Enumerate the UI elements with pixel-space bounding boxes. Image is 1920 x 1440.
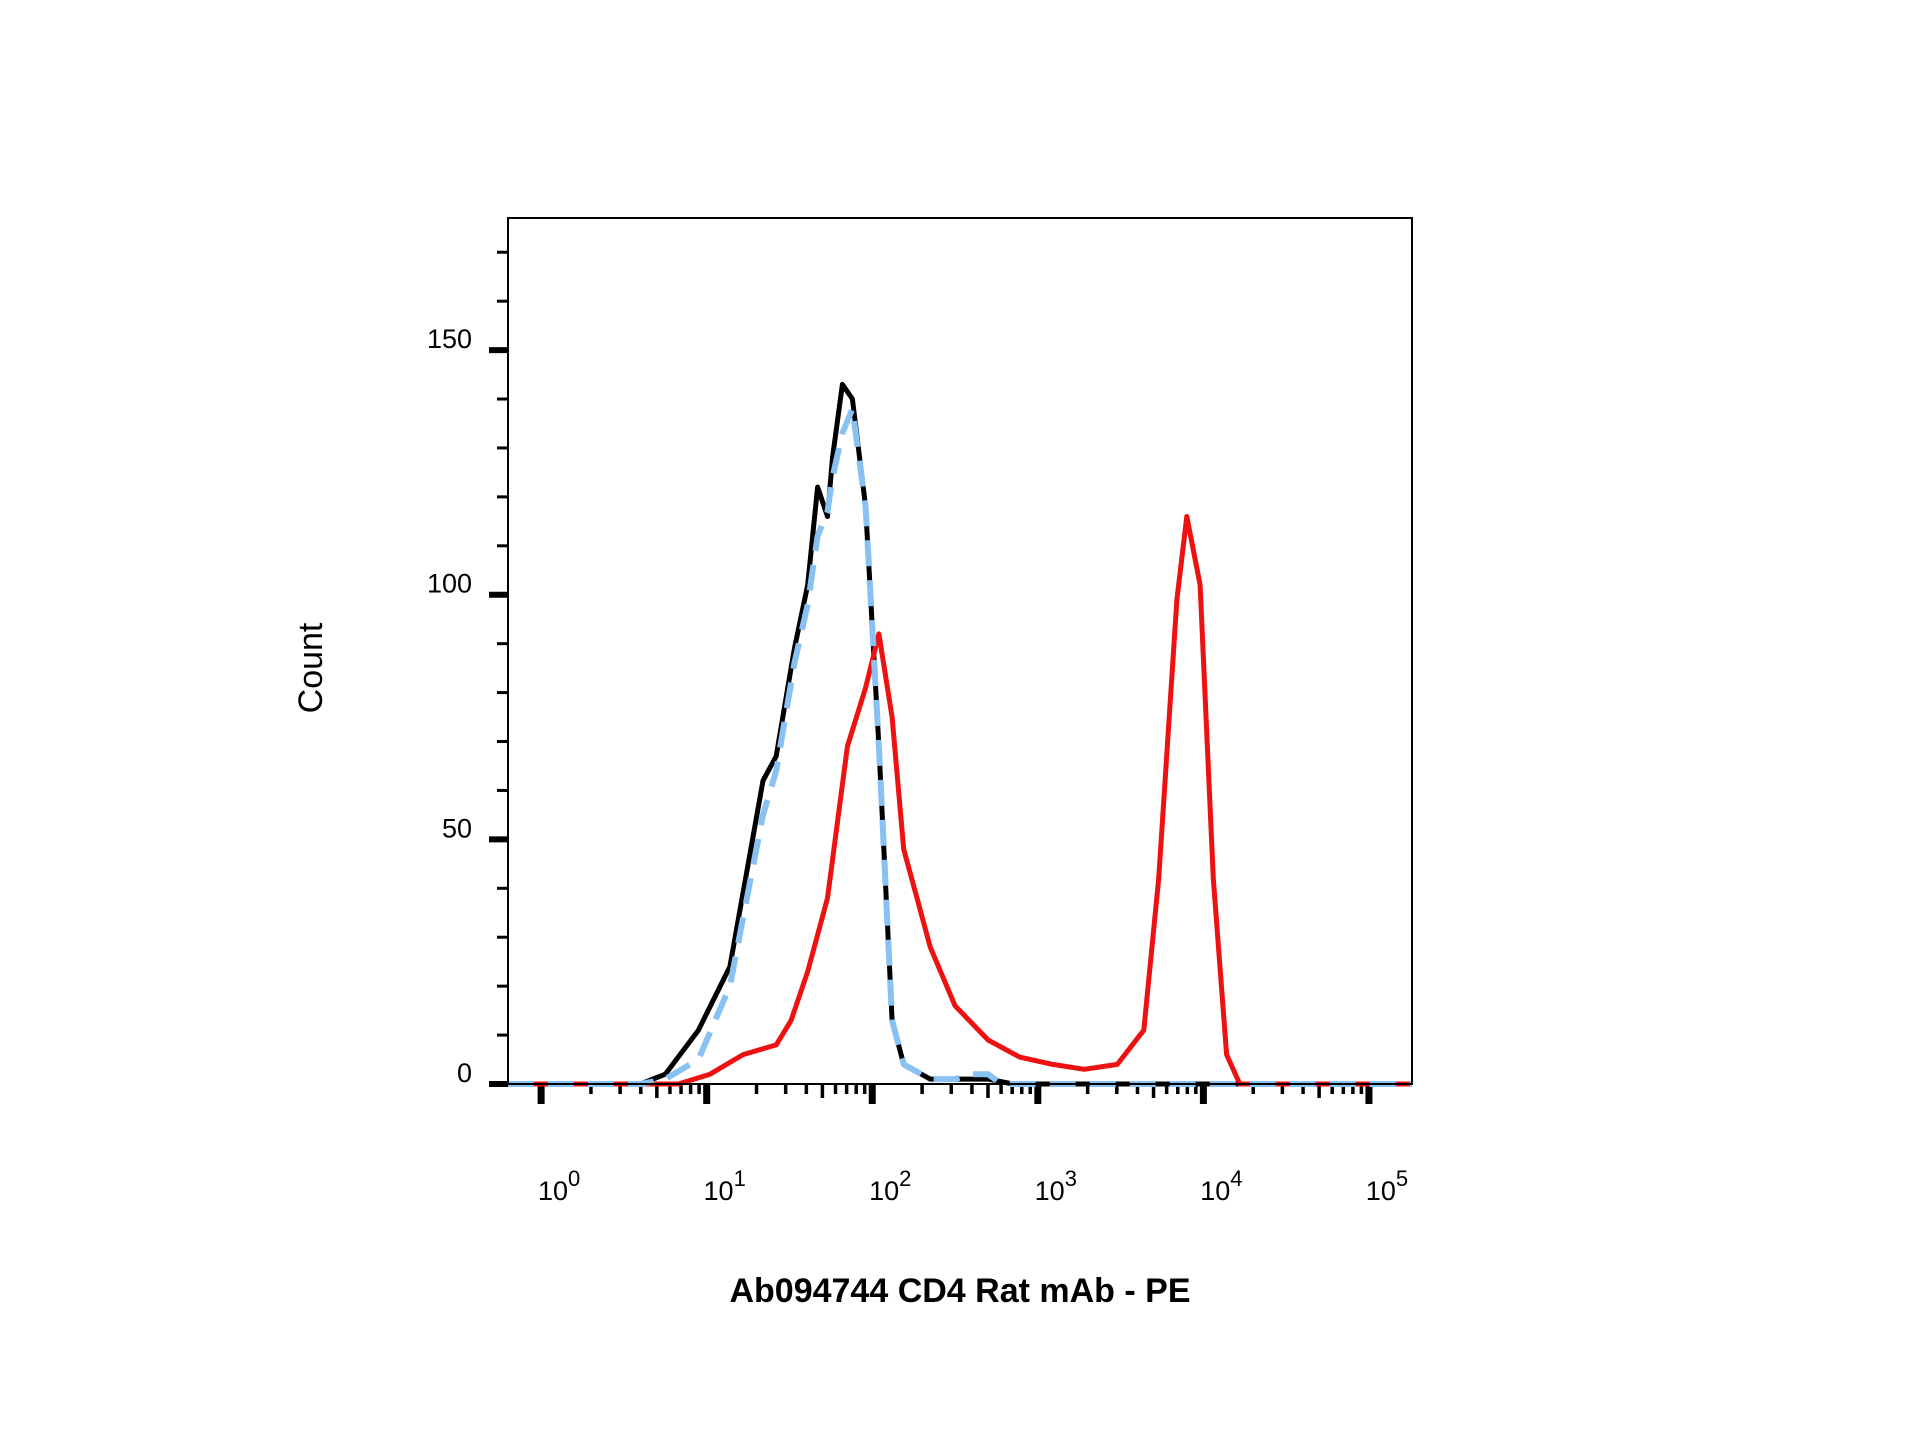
x-tick-exponent: 1	[734, 1166, 746, 1191]
x-tick-exponent: 3	[1065, 1166, 1077, 1191]
x-axis-title: Ab094744 CD4 Rat mAb - PE	[729, 1272, 1190, 1310]
plot-frame	[507, 217, 1413, 1085]
series-line-cd4-rat-mab-pe	[508, 514, 1412, 1087]
x-tick-exponent: 4	[1230, 1166, 1242, 1191]
x-tick-base: 10	[538, 1176, 568, 1206]
x-tick-base: 10	[1200, 1176, 1230, 1206]
x-tick-label: 100	[538, 1166, 580, 1206]
x-tick-label: 103	[1035, 1166, 1077, 1206]
series-line-isotype	[508, 405, 1412, 1087]
x-tick-label: 105	[1366, 1166, 1408, 1206]
x-tick-base: 10	[704, 1176, 734, 1206]
x-tick-exponent: 2	[899, 1166, 911, 1191]
x-tick-label: 104	[1200, 1166, 1242, 1206]
x-axis: 100 101 102 103 104 105	[537, 1084, 1408, 1206]
y-axis-title: Count	[292, 622, 330, 713]
x-tick-base: 10	[869, 1176, 899, 1206]
series-group	[508, 381, 1412, 1087]
y-tick-label: 0	[457, 1058, 472, 1088]
x-tick-label: 101	[704, 1166, 746, 1206]
y-axis: 0 50 100 150	[427, 250, 508, 1088]
y-tick-label: 100	[427, 569, 472, 599]
y-tick-label: 50	[442, 813, 472, 843]
x-tick-base: 10	[1366, 1176, 1396, 1206]
series-line-unstained	[508, 381, 1412, 1087]
x-tick-base: 10	[1035, 1176, 1065, 1206]
y-tick-label: 150	[427, 324, 472, 354]
x-tick-exponent: 0	[568, 1166, 580, 1191]
x-tick-exponent: 5	[1396, 1166, 1408, 1191]
x-tick-label: 102	[869, 1166, 911, 1206]
